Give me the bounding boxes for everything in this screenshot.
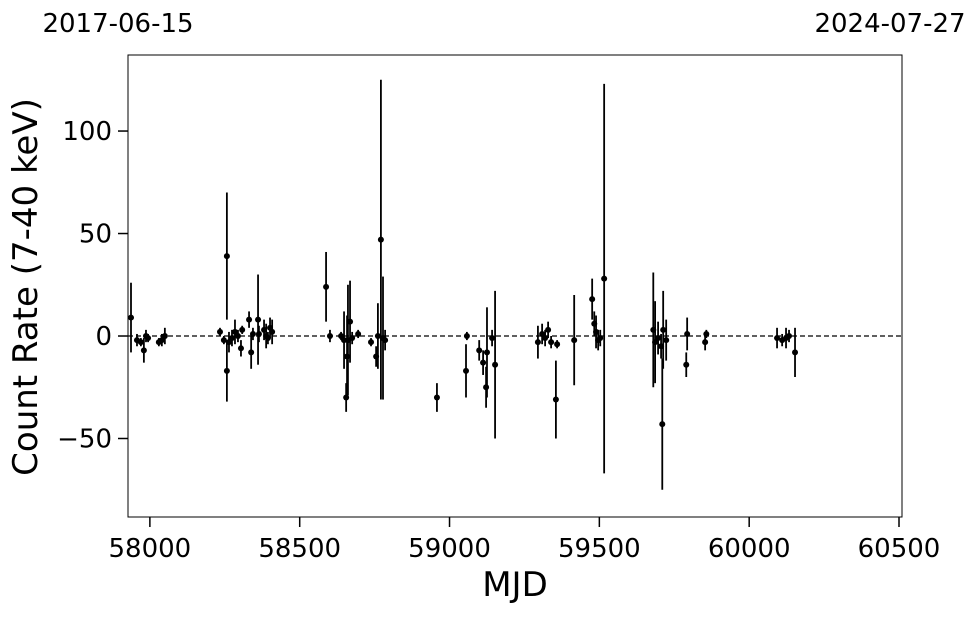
data-point: [326, 333, 333, 340]
data-point: [377, 236, 384, 243]
plot-frame: [127, 54, 903, 518]
y-tick-label: 100: [62, 117, 112, 147]
data-point: [248, 349, 255, 356]
data-point: [237, 345, 244, 352]
data-point: [702, 339, 709, 346]
x-tick-label: 58500: [258, 534, 341, 564]
date-annotation: 2017-06-15: [42, 9, 193, 39]
data-point: [349, 335, 356, 342]
data-point: [255, 316, 262, 323]
data-point: [463, 333, 470, 340]
y-axis-label: Count Rate (7-40 keV): [6, 98, 46, 476]
data-point: [223, 367, 230, 374]
data-point: [659, 421, 666, 428]
data-point: [545, 326, 552, 333]
data-point: [483, 349, 490, 356]
y-tick-label: −50: [57, 424, 112, 454]
data-point: [589, 296, 596, 303]
data-point: [239, 326, 246, 333]
data-point: [552, 396, 559, 403]
data-point: [382, 337, 389, 344]
data-point: [323, 283, 330, 290]
data-point: [161, 333, 168, 340]
data-point: [655, 335, 662, 342]
data-point: [374, 333, 381, 340]
data-point: [255, 330, 262, 337]
data-point: [571, 337, 578, 344]
data-point: [489, 335, 496, 342]
x-tick-label: 60000: [708, 534, 791, 564]
x-axis-label: MJD: [482, 565, 548, 605]
data-point: [145, 335, 152, 342]
x-tick-label: 60500: [858, 534, 941, 564]
data-point: [249, 330, 256, 337]
data-point: [476, 347, 483, 354]
data-point: [433, 394, 440, 401]
data-point: [246, 316, 253, 323]
y-tick-label: 0: [95, 322, 112, 352]
data-point: [234, 333, 241, 340]
x-tick-label: 58000: [109, 534, 192, 564]
data-point: [463, 367, 470, 374]
data-point: [597, 335, 604, 342]
x-tick-label: 59500: [558, 534, 641, 564]
data-point: [554, 341, 561, 348]
data-point: [137, 339, 144, 346]
data-point: [216, 328, 223, 335]
data-point: [786, 333, 793, 340]
data-point: [792, 349, 799, 356]
data-point: [703, 330, 710, 337]
data-point: [223, 253, 230, 260]
data-point: [601, 275, 608, 282]
data-point: [663, 337, 670, 344]
data-point: [480, 359, 487, 366]
data-point: [228, 335, 235, 342]
data-point: [140, 347, 147, 354]
y-tick-label: 50: [79, 220, 112, 250]
data-point: [542, 335, 549, 342]
data-point: [534, 339, 541, 346]
data-point: [127, 314, 134, 321]
data-point: [684, 330, 691, 337]
x-tick-label: 59000: [408, 534, 491, 564]
data-point: [269, 328, 276, 335]
data-point: [220, 337, 227, 344]
data-point: [774, 335, 781, 342]
data-point: [492, 361, 499, 368]
date-annotation: 2024-07-27: [814, 9, 965, 39]
data-point: [368, 339, 375, 346]
data-point: [660, 326, 667, 333]
data-point: [347, 318, 354, 325]
data-point: [683, 361, 690, 368]
data-point: [548, 339, 555, 346]
data-point: [355, 330, 362, 337]
